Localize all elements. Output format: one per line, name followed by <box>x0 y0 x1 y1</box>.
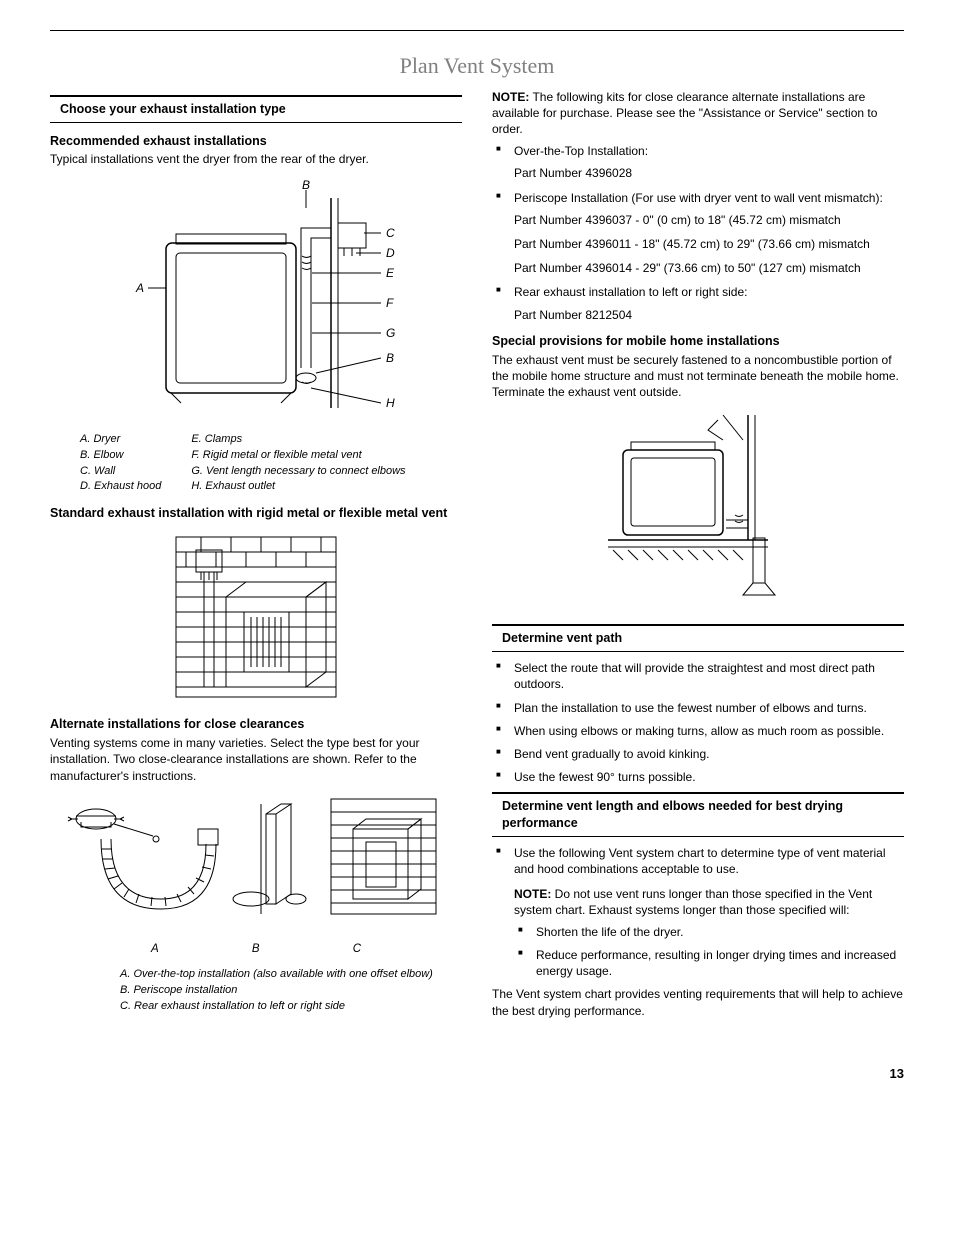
section-choose-type: Choose your exhaust installation type <box>50 95 462 123</box>
closing-text: The Vent system chart provides venting r… <box>492 986 904 1018</box>
right-column: NOTE: The following kits for close clear… <box>492 89 904 1025</box>
svg-text:F: F <box>386 296 394 310</box>
svg-text:A: A <box>135 281 144 295</box>
alternate-text: Venting systems come in many varieties. … <box>50 735 462 784</box>
kit-title: Periscope Installation (For use with dry… <box>514 191 883 205</box>
mobile-home-head: Special provisions for mobile home insta… <box>492 333 904 350</box>
svg-text:B: B <box>386 351 394 365</box>
figure-recommended-install: A B C D E F G B H <box>50 178 462 422</box>
standard-install-head: Standard exhaust installation with rigid… <box>50 505 462 522</box>
kit-title: Over-the-Top Installation: <box>514 144 648 158</box>
figure1-legend: A. Dryer B. Elbow C. Wall D. Exhaust hoo… <box>80 432 462 495</box>
svg-text:G: G <box>386 326 395 340</box>
vent-path-bullets: Select the route that will provide the s… <box>492 660 904 785</box>
figure-alternate-installs: A B C <box>50 794 462 958</box>
svg-text:D: D <box>386 246 395 260</box>
vent-length-bullets: Use the following Vent system chart to d… <box>492 845 904 979</box>
figure-standard-install <box>50 532 462 706</box>
alternate-legend: A. Over-the-top installation (also avail… <box>120 967 462 1014</box>
mobile-home-text: The exhaust vent must be securely fasten… <box>492 352 904 401</box>
recommended-text: Typical installations vent the dryer fro… <box>50 151 462 167</box>
svg-text:H: H <box>386 396 395 410</box>
recommended-head: Recommended exhaust installations <box>50 133 462 150</box>
svg-text:C: C <box>386 226 395 240</box>
kits-note: NOTE: The following kits for close clear… <box>492 89 904 138</box>
left-column: Choose your exhaust installation type Re… <box>50 89 462 1025</box>
page-title: Plan Vent System <box>50 51 904 81</box>
page-number: 13 <box>50 1065 904 1083</box>
svg-text:B: B <box>302 178 310 192</box>
kit-title: Rear exhaust installation to left or rig… <box>514 285 747 299</box>
section-determine-path: Determine vent path <box>492 624 904 652</box>
alternate-head: Alternate installations for close cleara… <box>50 716 462 733</box>
figure-mobile-home <box>492 410 904 614</box>
svg-text:E: E <box>386 266 395 280</box>
section-determine-length: Determine vent length and elbows needed … <box>492 792 904 837</box>
kits-list: Over-the-Top Installation: Part Number 4… <box>492 143 904 323</box>
